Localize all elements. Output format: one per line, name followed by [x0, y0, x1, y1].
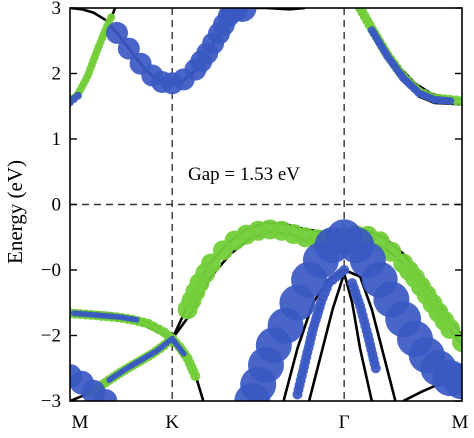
projection-green-vb-top: [177, 219, 462, 353]
projection-blue-cb-edge-left: [70, 91, 82, 107]
projection-blue-cb-top-edge: [220, 8, 257, 22]
projection-dot: [457, 96, 462, 106]
projection-dot: [133, 316, 140, 323]
projection-dot: [107, 13, 116, 22]
projection-blue-left-small: [70, 310, 140, 323]
projection-dot: [190, 371, 201, 382]
y-tick-label: 3: [52, 0, 62, 19]
y-tick-label: −0: [41, 260, 61, 281]
axis-ticks: 3 2 1 0 −0 −2 −3 M K Γ M: [41, 0, 469, 433]
x-tick-label-1: K: [165, 412, 179, 433]
projection-blue-cb-right: [367, 26, 455, 105]
y-tick-label: 0: [52, 195, 62, 216]
projection-blue-cb-k: [106, 8, 240, 95]
x-tick-label-3: M: [452, 412, 469, 433]
chart-marks: [70, 8, 462, 401]
projection-dot: [201, 253, 222, 274]
y-axis-label: Energy (eV): [3, 160, 27, 264]
y-tick-label: −3: [41, 391, 61, 412]
projection-dot: [440, 319, 461, 339]
x-tick-label-0: M: [72, 412, 89, 433]
projection-dot: [180, 350, 187, 357]
projection-dot: [228, 8, 257, 22]
projection-dot: [452, 332, 462, 353]
projection-dot: [117, 37, 140, 60]
projection-blue-gamma-steep: [292, 265, 381, 400]
projection-dot: [73, 91, 82, 100]
projection-dot: [370, 363, 381, 374]
y-tick-label: 1: [52, 129, 62, 150]
gap-annotation: Gap = 1.53 eV: [188, 164, 300, 185]
y-tick-label: 2: [52, 64, 62, 85]
projection-dot: [446, 97, 455, 105]
projection-dot: [106, 21, 128, 44]
projection-dot: [444, 363, 462, 400]
y-tick-label: −2: [41, 326, 61, 347]
x-tick-label-2: Γ: [339, 412, 350, 433]
projection-blue-left-low: [70, 364, 118, 401]
projection-dot: [234, 383, 271, 401]
projection-dot: [93, 389, 118, 401]
projection-blue-gamma: [234, 219, 462, 401]
projection-dot: [292, 389, 303, 400]
projection-blue-cross-small: [106, 335, 187, 383]
